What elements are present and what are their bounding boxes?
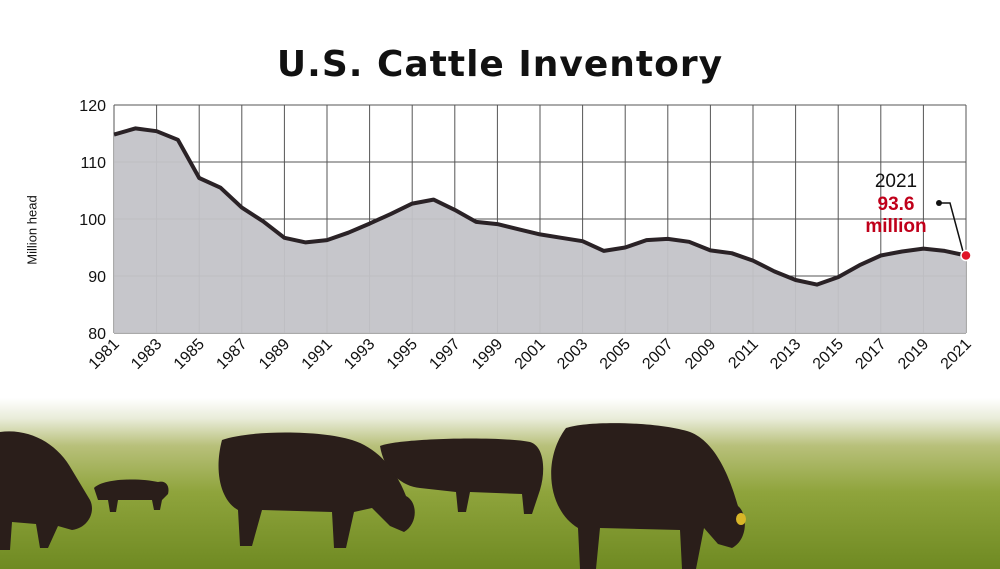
y-tick-label: 90 [88,269,106,286]
y-axis-ticks: 80 90 100 110 120 [79,98,106,343]
x-tick-label: 2001 [512,336,549,373]
x-axis-ticks: 1981 1983 1985 1987 1989 1991 1993 1995 1997 1999… [86,336,975,373]
x-tick-label: 2003 [554,336,591,373]
x-tick-label: 2015 [810,336,847,373]
x-tick-label: 2007 [639,336,676,373]
x-tick-label: 2017 [852,336,889,373]
x-tick-label: 2009 [682,336,719,373]
x-tick-label: 1993 [341,336,378,373]
area-fill [114,128,966,333]
annotation-2021: 2021 93.6 million [865,171,972,262]
y-tick-label: 110 [80,155,106,172]
endpoint-marker [960,249,972,262]
annotation-value: 93.6 [878,194,915,215]
x-tick-label: 2019 [895,336,932,373]
x-tick-label: 2005 [597,336,634,373]
y-tick-label: 120 [79,98,106,115]
x-tick-label: 2013 [767,336,804,373]
chart-title: U.S. Cattle Inventory [276,44,724,85]
annotation-year: 2021 [875,171,917,192]
x-tick-label: 1987 [213,336,250,373]
x-tick-label: 1991 [299,336,336,373]
x-tick-label: 1995 [384,336,421,373]
y-tick-label: 80 [88,326,106,343]
x-tick-label: 1983 [128,336,165,373]
x-tick-label: 1999 [469,336,506,373]
x-tick-label: 2021 [938,336,975,373]
y-tick-label: 100 [79,212,106,229]
x-tick-label: 2011 [725,336,761,372]
x-tick-label: 1985 [171,336,208,373]
annotation-unit: million [865,216,926,237]
series-line [113,126,967,287]
x-tick-label: 1989 [256,336,293,373]
x-tick-label: 1997 [426,336,463,373]
leader-line [939,202,964,252]
